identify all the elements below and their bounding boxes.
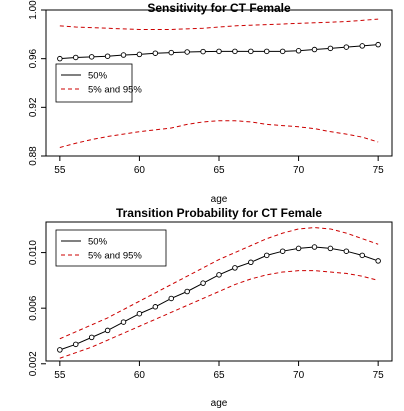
chart-2-y-tick-label: 0.006	[28, 295, 39, 320]
chart-2-median-point	[232, 265, 238, 271]
chart-2-x-tick-label: 65	[213, 370, 225, 381]
chart-1-x-tick-label: 60	[134, 165, 146, 176]
chart-2-median-point	[343, 248, 350, 254]
chart-2-legend-label: 5% and 95%	[88, 251, 142, 262]
chart-1-x-axis-label: age	[211, 194, 228, 205]
chart-1-series-upper-bound-line	[59, 18, 379, 30]
chart-1-median-point	[57, 55, 63, 62]
chart-2: Transition Probability for CT Female 55 60…	[28, 206, 393, 409]
chart-2-median-point	[216, 272, 222, 278]
chart-1-median-point	[104, 53, 111, 59]
chart-1-median-point	[184, 49, 190, 55]
chart-1-series-lower-bound-line	[59, 120, 379, 148]
chart-2-x-tick-label: 70	[293, 370, 305, 381]
chart-2-median-point	[152, 304, 159, 310]
chart-2-series-upper-bound-line	[59, 227, 379, 340]
chart-2-title: Transition Probability for CT Female	[116, 206, 322, 220]
chart-2-y-tick-label: 0.010	[28, 240, 39, 265]
chart-1-median-point	[359, 43, 365, 49]
chart-1-median-point	[73, 54, 79, 61]
chart-1-y-tick-label: 0.88	[28, 146, 39, 166]
chart-1-median-point	[200, 48, 206, 55]
chart-2-x-tick-label: 55	[54, 370, 66, 381]
chart-2-y-tick-label: 0.002	[28, 351, 39, 376]
chart-2-median-point	[311, 244, 318, 250]
chart-1-x-tick-label: 55	[54, 165, 66, 176]
chart-1-median-point	[311, 46, 318, 53]
chart-1-median-point	[295, 48, 302, 54]
chart-2-median-point	[168, 295, 175, 302]
chart-2-median-point	[184, 288, 190, 295]
chart-1-median-point	[279, 48, 286, 55]
chart-2-median-point	[359, 252, 365, 259]
chart-1-title: Sensitivity for CT Female	[147, 1, 291, 15]
chart-2-median-point	[104, 327, 111, 334]
chart-1-y-tick-label: 0.96	[28, 48, 39, 68]
chart-2-series-lower-bound-line	[59, 270, 379, 359]
chart-1-median-point	[120, 52, 127, 58]
chart-2-median-point	[327, 245, 334, 252]
chart-1-x-tick-label: 75	[373, 165, 385, 176]
chart-1: Sensitivity for CT Female 55 60 65 70 75 0.88 0…	[28, 0, 393, 205]
chart-1-median-point	[327, 45, 334, 52]
chart-1-median-point	[216, 48, 222, 55]
chart-2-x-tick-label: 60	[134, 370, 146, 381]
chart-1-median-point	[263, 48, 270, 55]
chart-2-median-point	[88, 334, 95, 341]
chart-2-median-point	[279, 248, 286, 254]
chart-2-median-point	[57, 347, 63, 353]
chart-1-median-point	[168, 49, 175, 56]
chart-1-x-tick-label: 70	[293, 165, 305, 176]
chart-1-median-point	[375, 41, 381, 48]
chart-1-y-tick-label: 1.00	[28, 0, 39, 20]
chart-2-median-point	[248, 259, 254, 266]
chart-1-legend-label: 50%	[88, 71, 108, 82]
chart-2-median-point	[136, 310, 143, 317]
chart-1-legend: 50% 5% and 95%	[55, 63, 142, 103]
chart-2-median-point	[200, 280, 206, 286]
chart-2-x-tick-label: 75	[373, 370, 385, 381]
chart-2-median-point	[73, 341, 79, 348]
chart-1-median-point	[343, 44, 350, 50]
chart-1-median-point	[88, 54, 95, 60]
chart-2-x-axis-label: age	[211, 398, 228, 409]
chart-1-x-tick-label: 65	[213, 165, 225, 176]
chart-2-median-point	[263, 252, 270, 259]
chart-1-median-point	[232, 48, 238, 55]
chart-2-median-point	[295, 245, 302, 252]
chart-2-legend-box	[55, 229, 167, 267]
chart-1-median-point	[248, 48, 254, 55]
chart-1-median-point	[152, 50, 159, 56]
chart-1-median-point	[136, 51, 143, 58]
chart-1-y-tick-label: 0.92	[28, 97, 39, 117]
chart-2-legend: 50% 5% and 95%	[55, 229, 167, 267]
chart-2-median-point	[375, 258, 381, 264]
chart-1-legend-label: 5% and 95%	[88, 85, 142, 96]
chart-2-legend-label: 50%	[88, 237, 108, 248]
chart-1-legend-box	[55, 63, 133, 103]
chart-2-median-point	[120, 319, 127, 325]
